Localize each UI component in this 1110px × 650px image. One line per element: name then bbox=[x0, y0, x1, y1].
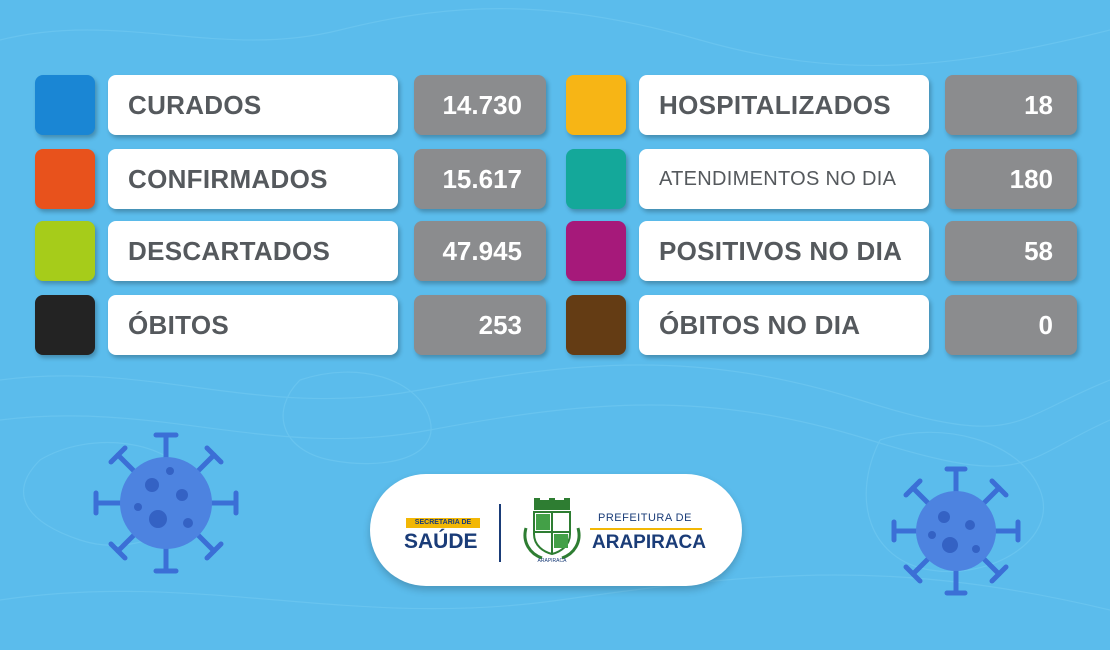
secretaria-label: SECRETARIA DE bbox=[406, 518, 480, 528]
stat-value: 253 bbox=[414, 295, 546, 355]
prefeitura-label: PREFEITURA DE bbox=[598, 512, 692, 524]
crest-label: ARAPIRACA bbox=[538, 558, 568, 564]
city-label: ARAPIRACA bbox=[592, 532, 706, 553]
stat-label: DESCARTADOS bbox=[108, 221, 398, 281]
stat-value: 15.617 bbox=[414, 149, 546, 209]
stat-value: 58 bbox=[945, 221, 1077, 281]
stat-value: 47.945 bbox=[414, 221, 546, 281]
stat-value: 14.730 bbox=[414, 75, 546, 135]
stat-value: 180 bbox=[945, 149, 1077, 209]
saude-label: SAÚDE bbox=[404, 530, 478, 553]
color-swatch bbox=[35, 75, 95, 135]
color-swatch bbox=[35, 149, 95, 209]
color-swatch bbox=[566, 221, 626, 281]
stat-label: ATENDIMENTOS NO DIA bbox=[639, 149, 929, 209]
color-swatch bbox=[566, 149, 626, 209]
logo-banner: SECRETARIA DE SAÚDE ARAPIRACA PREFEITURA… bbox=[370, 474, 742, 586]
stat-label: ÓBITOS NO DIA bbox=[639, 295, 929, 355]
city-crest-icon: ARAPIRACA bbox=[523, 498, 581, 564]
virus-icon bbox=[891, 466, 1021, 596]
color-swatch bbox=[566, 75, 626, 135]
logo-divider bbox=[499, 504, 501, 562]
color-swatch bbox=[35, 221, 95, 281]
stat-label: CURADOS bbox=[108, 75, 398, 135]
virus-icon bbox=[93, 432, 239, 574]
stat-label: POSITIVOS NO DIA bbox=[639, 221, 929, 281]
color-swatch bbox=[566, 295, 626, 355]
prefeitura-underline bbox=[590, 528, 702, 530]
stat-value: 18 bbox=[945, 75, 1077, 135]
stat-label: ÓBITOS bbox=[108, 295, 398, 355]
stat-label: CONFIRMADOS bbox=[108, 149, 398, 209]
color-swatch bbox=[35, 295, 95, 355]
stat-label: HOSPITALIZADOS bbox=[639, 75, 929, 135]
stat-value: 0 bbox=[945, 295, 1077, 355]
